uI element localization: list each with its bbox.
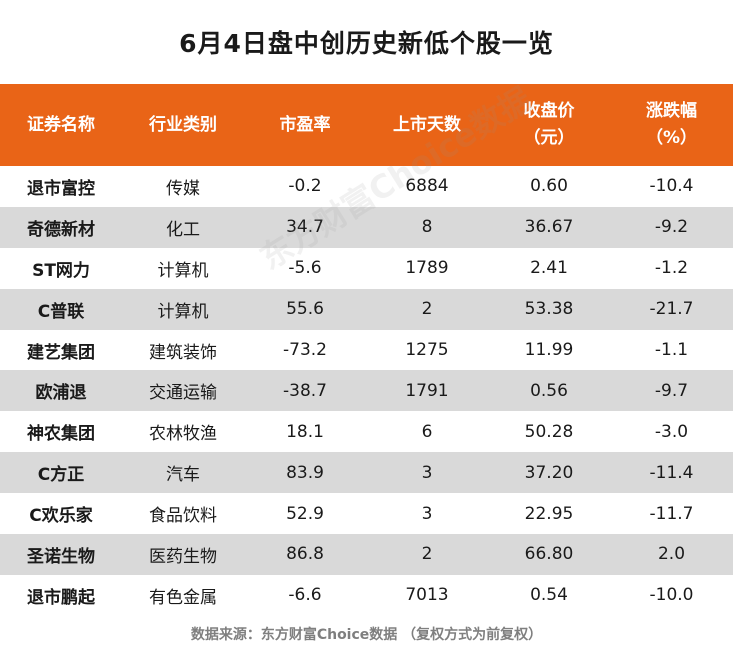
cell-pe: -5.6 bbox=[288, 258, 322, 279]
cell-pe: 55.6 bbox=[286, 299, 324, 320]
cell-days: 6 bbox=[421, 421, 433, 442]
cell-days: 1275 bbox=[405, 340, 449, 360]
cell-name: C普联 bbox=[37, 301, 85, 322]
cell-close: 2.41 bbox=[530, 258, 568, 279]
cell-days: 6884 bbox=[405, 176, 449, 197]
cell-change: -9.2 bbox=[654, 217, 689, 238]
table-row: 欧浦退 交通运输 -38.7 1791 0.56 -9.7 bbox=[0, 370, 733, 412]
cell-pe: -6.6 bbox=[288, 585, 322, 606]
header-days: 上市天数 bbox=[393, 114, 461, 135]
cell-days: 1789 bbox=[405, 258, 449, 279]
cell-pe: -0.2 bbox=[288, 176, 322, 197]
cell-name: 欧浦退 bbox=[35, 383, 87, 404]
cell-industry: 交通运输 bbox=[149, 383, 217, 404]
table-row: 建艺集团 建筑装饰 -73.2 1275 11.99 -1.1 bbox=[0, 329, 733, 371]
table-row: C方正 汽车 83.9 3 37.20 -11.4 bbox=[0, 452, 733, 494]
cell-days: 2 bbox=[421, 544, 433, 565]
cell-change: -1.2 bbox=[654, 258, 689, 279]
cell-close: 36.67 bbox=[524, 217, 574, 238]
cell-name: C方正 bbox=[37, 465, 85, 486]
header-close-line1: 收盘价 bbox=[523, 101, 575, 121]
header-name: 证券名称 bbox=[27, 114, 95, 135]
cell-days: 7013 bbox=[405, 585, 449, 606]
table-row: C普联 计算机 55.6 2 53.38 -21.7 bbox=[0, 288, 733, 330]
table-body: 退市富控 传媒 -0.2 6884 0.60 -10.4 奇德新材 化工 34.… bbox=[0, 166, 733, 616]
header-pe: 市盈率 bbox=[279, 114, 331, 135]
table-row: 退市鹏起 有色金属 -6.6 7013 0.54 -10.0 bbox=[0, 574, 733, 616]
cell-industry: 化工 bbox=[166, 219, 200, 240]
cell-pe: 86.8 bbox=[286, 544, 324, 565]
cell-pe: 52.9 bbox=[286, 503, 324, 524]
cell-industry: 汽车 bbox=[166, 465, 200, 486]
cell-change: -10.4 bbox=[649, 176, 694, 197]
cell-change: -1.1 bbox=[654, 340, 689, 360]
cell-name: ST网力 bbox=[32, 260, 90, 281]
cell-name: 建艺集团 bbox=[27, 342, 95, 363]
cell-change: -10.0 bbox=[649, 585, 694, 606]
stock-table: 证券名称 行业类别 市盈率 上市天数 收盘价 （元） 涨跌幅 （%） 退市富控 … bbox=[0, 84, 733, 616]
cell-change: -11.7 bbox=[649, 503, 694, 524]
cell-industry: 计算机 bbox=[157, 301, 209, 322]
cell-change: 2.0 bbox=[657, 544, 686, 565]
table-row: 奇德新材 化工 34.7 8 36.67 -9.2 bbox=[0, 206, 733, 248]
cell-name: C欢乐家 bbox=[29, 506, 93, 527]
cell-change: -3.0 bbox=[654, 421, 689, 442]
header-change-line2: （%） bbox=[645, 128, 698, 148]
cell-industry: 建筑装饰 bbox=[149, 342, 217, 363]
cell-close: 50.28 bbox=[524, 421, 574, 442]
cell-days: 1791 bbox=[405, 380, 449, 401]
cell-days: 3 bbox=[421, 503, 433, 524]
table-row: 退市富控 传媒 -0.2 6884 0.60 -10.4 bbox=[0, 166, 733, 207]
cell-change: -21.7 bbox=[649, 299, 694, 320]
cell-pe: -73.2 bbox=[283, 340, 327, 360]
header-change-line1: 涨跌幅 bbox=[646, 101, 697, 121]
cell-industry: 计算机 bbox=[157, 260, 209, 281]
cell-name: 退市富控 bbox=[27, 178, 95, 199]
table-row: 神农集团 农林牧渔 18.1 6 50.28 -3.0 bbox=[0, 411, 733, 453]
source-note: 数据来源：东方财富Choice数据 （复权方式为前复权） bbox=[190, 627, 543, 643]
cell-industry: 农林牧渔 bbox=[149, 424, 217, 445]
cell-pe: 83.9 bbox=[286, 462, 324, 483]
cell-close: 0.54 bbox=[530, 585, 568, 606]
table-row: C欢乐家 食品饮料 52.9 3 22.95 -11.7 bbox=[0, 493, 733, 535]
cell-days: 8 bbox=[421, 217, 433, 238]
cell-industry: 食品饮料 bbox=[149, 506, 217, 527]
cell-days: 3 bbox=[421, 462, 433, 483]
cell-name: 神农集团 bbox=[27, 424, 95, 445]
header-close: 收盘价 （元） bbox=[488, 84, 610, 166]
cell-name: 退市鹏起 bbox=[27, 587, 95, 608]
cell-pe: 34.7 bbox=[286, 217, 324, 238]
cell-name: 奇德新材 bbox=[27, 219, 95, 240]
cell-name: 圣诺生物 bbox=[27, 546, 95, 567]
cell-change: -9.7 bbox=[654, 380, 689, 401]
cell-change: -11.4 bbox=[649, 462, 694, 483]
cell-close: 37.20 bbox=[524, 462, 574, 483]
cell-industry: 传媒 bbox=[166, 178, 200, 199]
table-row: ST网力 计算机 -5.6 1789 2.41 -1.2 bbox=[0, 247, 733, 289]
header-close-line2: （元） bbox=[523, 128, 575, 148]
cell-days: 2 bbox=[421, 299, 433, 320]
header-row: 证券名称 行业类别 市盈率 上市天数 收盘价 （元） 涨跌幅 （%） bbox=[0, 84, 733, 166]
cell-close: 53.38 bbox=[524, 299, 574, 320]
table-header: 证券名称 行业类别 市盈率 上市天数 收盘价 （元） 涨跌幅 （%） bbox=[0, 84, 733, 166]
header-industry: 行业类别 bbox=[149, 114, 217, 135]
cell-industry: 医药生物 bbox=[149, 546, 217, 567]
cell-close: 0.60 bbox=[530, 176, 568, 197]
cell-pe: -38.7 bbox=[283, 380, 327, 401]
cell-pe: 18.1 bbox=[286, 421, 324, 442]
cell-industry: 有色金属 bbox=[149, 587, 217, 608]
cell-close: 0.56 bbox=[530, 380, 568, 401]
header-change: 涨跌幅 （%） bbox=[610, 84, 733, 166]
cell-close: 11.99 bbox=[524, 340, 574, 360]
page-title: 6月4日盘中创历史新低个股一览 bbox=[179, 29, 554, 58]
table-row: 圣诺生物 医药生物 86.8 2 66.80 2.0 bbox=[0, 534, 733, 575]
cell-close: 66.80 bbox=[524, 544, 574, 565]
cell-close: 22.95 bbox=[524, 503, 574, 524]
